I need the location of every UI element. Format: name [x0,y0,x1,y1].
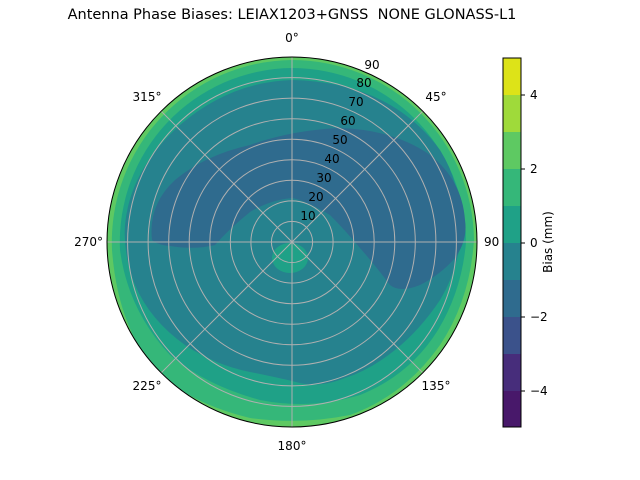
radial-label-30: 30 [316,171,331,185]
center-patch [272,243,308,273]
radial-label-80: 80 [356,76,371,90]
band-4-5 [150,395,200,427]
radial-label-70: 70 [348,95,363,109]
colorbar-tick-2: 2 [530,162,538,176]
radial-label-60: 60 [340,114,355,128]
angle-label-315: 315° [133,90,162,104]
radial-label-50: 50 [332,133,347,147]
angle-label-0: 0° [285,31,299,45]
colorbar: 4 2 0 −2 −4 [502,57,548,428]
angle-label-225: 225° [133,379,162,393]
colorbar-tick-m4: −4 [530,384,548,398]
colorbar-tick-4: 4 [530,88,538,102]
angle-label-270: 270° [74,235,103,249]
angle-label-45: 45° [425,90,446,104]
colorbar-label: Bias (mm) [541,211,555,273]
band-m2-m1 [151,128,466,289]
colorbar-tick-m2: −2 [530,310,548,324]
angle-label-90: 90 [484,235,499,249]
radial-label-10: 10 [300,209,315,223]
angle-label-180: 180° [278,439,307,453]
radial-grid [107,57,477,427]
radial-label-20: 20 [308,190,323,204]
colorbar-tick-0: 0 [530,236,538,250]
radial-label-40: 40 [324,152,339,166]
polar-frame [106,56,478,428]
chart-title: Antenna Phase Biases: LEIAX1203+GNSS NON… [67,7,517,23]
angle-label-135: 135° [422,379,451,393]
radial-label-90: 90 [364,58,379,72]
